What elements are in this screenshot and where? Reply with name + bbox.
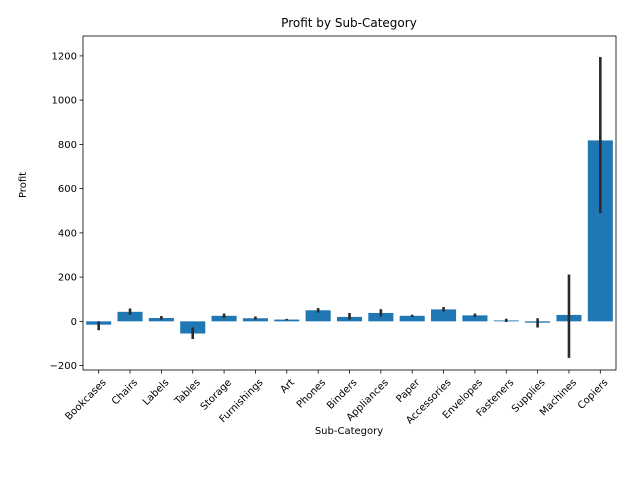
- x-axis-label: Sub-Category: [315, 426, 383, 437]
- x-tick-label: Art: [279, 377, 297, 395]
- x-tick-label: Phones: [295, 377, 328, 410]
- bar-furnishings: [242, 318, 268, 322]
- y-tick-label: 400: [58, 228, 77, 239]
- bar-art: [274, 319, 300, 322]
- x-axis: Bookcases Chairs Labels TablesStorageFurnis…: [63, 370, 610, 427]
- y-tick-label: −200: [50, 361, 77, 372]
- y-tick-label: 0: [71, 317, 77, 328]
- errorbars-group: [97, 57, 602, 358]
- bar-labels: [148, 318, 174, 322]
- x-tick-label: Copiers: [576, 377, 610, 411]
- bar-tables: [180, 321, 206, 334]
- x-tick-label: Paper: [394, 377, 422, 405]
- y-tick-label: 800: [58, 140, 77, 151]
- y-tick-label: 200: [58, 273, 77, 284]
- x-tick-label: Chairs: [110, 377, 140, 407]
- bar-phones: [305, 310, 331, 322]
- x-tick-label: Tables: [172, 377, 202, 407]
- bar-accessories: [431, 309, 457, 322]
- y-axis: −200 0 200 400 600 800 1000 1200: [50, 51, 83, 372]
- y-tick-label: 1200: [52, 51, 77, 62]
- bar-appliances: [368, 312, 394, 322]
- chart-title: Profit by Sub-Category: [281, 16, 417, 30]
- bar-storage: [211, 315, 237, 322]
- x-tick-label: Labels: [141, 377, 172, 408]
- bar-chairs: [117, 311, 143, 322]
- bar-envelopes: [462, 315, 488, 322]
- y-tick-label: 1000: [52, 96, 77, 107]
- plot-frame: [82, 35, 617, 371]
- bar-paper: [399, 315, 425, 322]
- x-tick-label: Bookcases: [63, 377, 108, 422]
- bars-group: [86, 140, 613, 334]
- y-tick-label: 600: [58, 184, 77, 195]
- y-axis-label: Profit: [18, 172, 29, 198]
